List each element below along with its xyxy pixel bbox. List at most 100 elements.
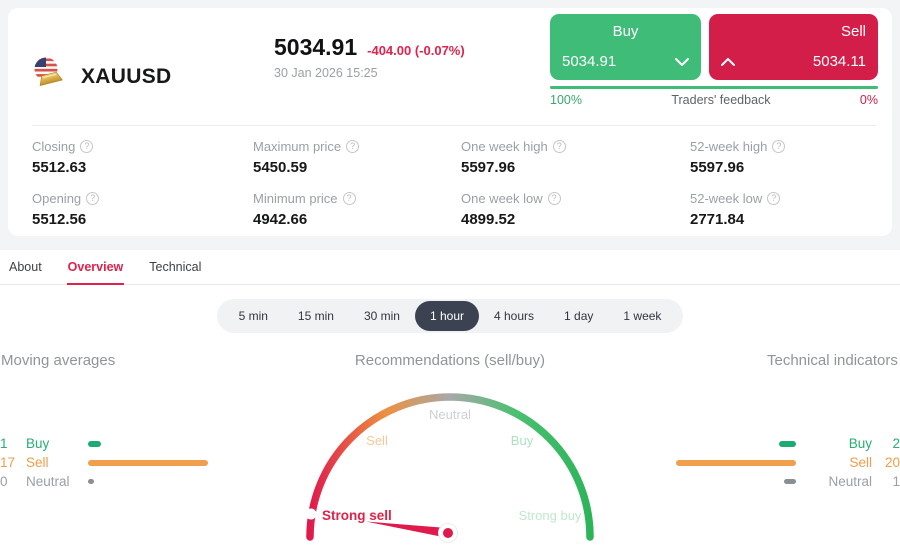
trade-block: Buy 5034.91 Sell	[550, 14, 878, 125]
timeframe-1week[interactable]: 1 week	[623, 309, 662, 323]
stat-value: 5597.96	[461, 159, 516, 176]
current-price: 5034.91	[274, 34, 358, 60]
stat-52-week-low: 52-week low? 2771.84	[690, 191, 876, 228]
ti-neutral-row: Neutral 1	[650, 472, 900, 491]
ma-buy-row: 1 Buy	[0, 434, 250, 453]
ti-neutral-count: 1	[892, 474, 900, 489]
chevron-down-icon	[675, 53, 689, 70]
buy-button-label: Buy	[612, 23, 639, 40]
ma-sell-label: Sell	[26, 455, 49, 470]
help-icon[interactable]: ?	[80, 140, 94, 153]
instrument-symbol: XAUUSD	[81, 64, 172, 88]
ti-sell-label: Sell	[849, 455, 872, 470]
sell-button-label: Sell	[840, 23, 866, 40]
price-change: -404.00 (-0.07%)	[367, 43, 465, 58]
sell-button[interactable]: Sell 5034.11	[709, 14, 878, 80]
stat-opening: Opening? 5512.56	[32, 191, 253, 228]
stat-value: 5512.63	[32, 159, 87, 176]
timeframe-1hour[interactable]: 1 hour	[414, 301, 479, 331]
ti-sell-row: Sell 20	[650, 453, 900, 472]
stat-one-week-high: One week high? 5597.96	[461, 139, 690, 176]
stat-label: 52-week high	[690, 139, 768, 154]
help-icon[interactable]: ?	[547, 192, 561, 205]
tab-technical[interactable]: Technical	[149, 260, 202, 274]
stat-one-week-low: One week low? 4899.52	[461, 191, 690, 228]
stat-maximum-price: Maximum price? 5450.59	[253, 139, 461, 176]
gauge-label-buy: Buy	[511, 433, 534, 448]
gauge-label-strong-buy: Strong buy	[519, 508, 582, 523]
ma-buy-bar	[88, 440, 101, 447]
sell-price: 5034.11	[812, 53, 866, 70]
ti-sell-count: 20	[884, 455, 900, 470]
stat-value: 4899.52	[461, 211, 516, 228]
price-block: 5034.91 -404.00 (-0.07%) 30 Jan 2026 15:…	[274, 14, 550, 125]
section-tabs: About Overview Technical	[0, 250, 900, 285]
ma-neutral-label: Neutral	[26, 474, 70, 489]
timeframe-5min[interactable]: 5 min	[238, 309, 268, 323]
stat-value: 2771.84	[690, 211, 745, 228]
ma-neutral-row: 0 Neutral	[0, 472, 250, 491]
feedback-sell-pct: 0%	[859, 93, 878, 107]
section-titles: Moving averages Recommendations (sell/bu…	[0, 352, 900, 369]
ti-buy-bar	[779, 440, 796, 447]
moving-averages-panel: 1 Buy 17 Sell 0 Neutral	[0, 434, 250, 491]
moving-averages-title: Moving averages	[1, 352, 116, 369]
gauge-value-marker	[305, 508, 317, 520]
ma-buy-label: Buy	[26, 436, 50, 451]
feedback-label: Traders' feedback	[671, 93, 771, 107]
stat-label: One week high	[461, 139, 548, 154]
help-icon[interactable]: ?	[772, 140, 786, 153]
timeframe-15min[interactable]: 15 min	[297, 309, 334, 323]
ti-buy-row: Buy 2	[650, 434, 900, 453]
stat-value: 5450.59	[253, 159, 308, 176]
recommendations-title: Recommendations (sell/buy)	[354, 352, 545, 369]
card-divider	[32, 125, 876, 126]
timeframe-selector: 5 min 15 min 30 min 1 hour 4 hours 1 day…	[0, 299, 900, 333]
stat-label: Minimum price	[253, 191, 338, 206]
stats-grid: Closing? 5512.63 Maximum price? 5450.59 …	[8, 126, 892, 228]
tab-overview[interactable]: Overview	[66, 250, 125, 285]
timeframe-30min[interactable]: 30 min	[363, 309, 400, 323]
recommendation-gauge: Neutral Sell Buy Strong sell Strong buy	[300, 388, 600, 548]
quote-datetime: 30 Jan 2026 15:25	[274, 66, 378, 80]
instrument-card: XAUUSD 5034.91 -404.00 (-0.07%) 30 Jan 2…	[8, 8, 892, 236]
help-icon[interactable]: ?	[552, 140, 566, 153]
gauge-label-strong-sell: Strong sell	[322, 508, 392, 523]
ti-sell-bar	[676, 459, 796, 466]
tab-about[interactable]: About	[9, 260, 42, 274]
instrument: XAUUSD	[32, 14, 274, 125]
help-icon[interactable]: ?	[346, 140, 360, 153]
ma-neutral-count: 0	[0, 474, 8, 489]
gauge-label-neutral: Neutral	[429, 407, 471, 422]
stat-label: 52-week low	[690, 191, 763, 206]
help-icon[interactable]: ?	[342, 192, 356, 205]
header-area: XAUUSD 5034.91 -404.00 (-0.07%) 30 Jan 2…	[0, 0, 900, 250]
chevron-up-icon	[721, 53, 735, 70]
gauge-needle	[366, 521, 449, 538]
feedback-buy-pct: 100%	[550, 93, 582, 107]
ma-sell-bar	[88, 459, 208, 466]
stat-label: Closing	[32, 139, 76, 154]
buy-button[interactable]: Buy 5034.91	[550, 14, 701, 80]
stat-52-week-high: 52-week high? 5597.96	[690, 139, 876, 176]
technical-indicators-title: Technical indicators	[767, 352, 898, 369]
help-icon[interactable]: ?	[767, 192, 781, 205]
technical-indicators-panel: Buy 2 Sell 20 Neutral 1	[650, 434, 900, 491]
gauge-pivot-inner	[443, 528, 453, 538]
help-icon[interactable]: ?	[86, 192, 100, 205]
timeframe-1day[interactable]: 1 day	[564, 309, 594, 323]
buy-price: 5034.91	[562, 53, 617, 70]
stat-value: 5597.96	[690, 159, 745, 176]
timeframe-4hours[interactable]: 4 hours	[494, 309, 535, 323]
stat-closing: Closing? 5512.63	[32, 139, 253, 176]
stat-label: Maximum price	[253, 139, 342, 154]
ma-buy-count: 1	[0, 436, 8, 451]
ti-neutral-label: Neutral	[828, 474, 872, 489]
stat-value: 4942.66	[253, 211, 308, 228]
xauusd-flag-gold-icon	[32, 56, 68, 97]
card-header: XAUUSD 5034.91 -404.00 (-0.07%) 30 Jan 2…	[8, 8, 892, 125]
gauge-label-sell: Sell	[366, 433, 388, 448]
ma-neutral-bar	[88, 479, 94, 484]
stat-label: One week low	[461, 191, 543, 206]
